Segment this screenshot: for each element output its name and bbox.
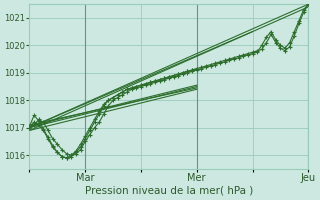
X-axis label: Pression niveau de la mer( hPa ): Pression niveau de la mer( hPa ) — [85, 186, 253, 196]
